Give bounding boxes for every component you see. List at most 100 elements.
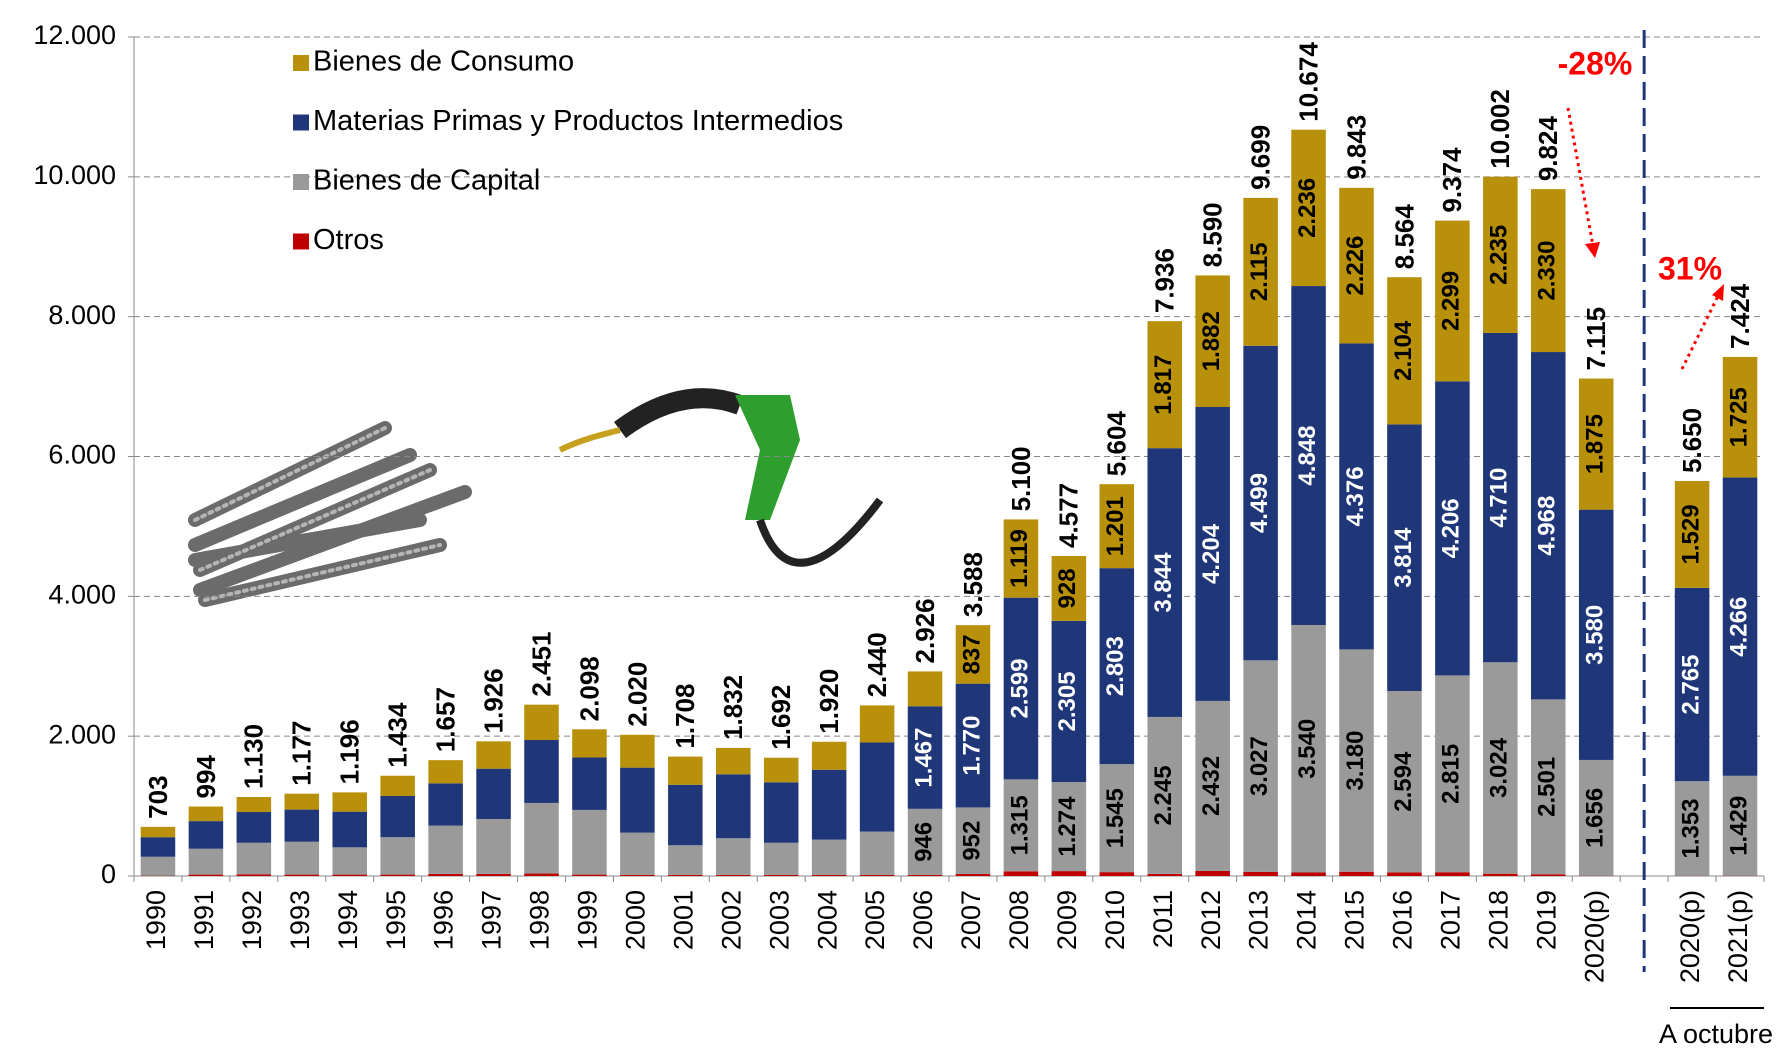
x-tick-label: 2017 (1436, 890, 1466, 950)
x-tick-label: 2001 (668, 890, 698, 950)
bar-segment (1291, 873, 1326, 876)
total-label: 1.130 (239, 724, 269, 789)
bar-segment (572, 729, 607, 757)
segment-label: 2.226 (1342, 236, 1369, 296)
bar-segment (1243, 872, 1278, 876)
bar-segment (764, 875, 799, 876)
rebar-image (195, 428, 465, 600)
bar-segment (620, 875, 655, 876)
x-tick-label: 2005 (860, 890, 890, 950)
bar-segment (428, 783, 463, 825)
segment-label: 4.204 (1198, 523, 1225, 584)
segment-label: 1.201 (1102, 496, 1129, 556)
bar-segment (812, 875, 847, 876)
bar-segment (524, 705, 559, 740)
bar-segment (189, 875, 224, 876)
segment-label: 4.499 (1246, 473, 1273, 533)
y-tick-label: 12.000 (33, 20, 116, 50)
bar-segment (189, 849, 224, 875)
total-label: 8.564 (1389, 204, 1419, 270)
bar-segment (237, 812, 272, 843)
y-tick-label: 0 (101, 859, 116, 889)
x-tick-label: 2009 (1052, 890, 1082, 950)
x-tick-label: 2019 (1531, 890, 1561, 950)
total-label: 7.936 (1150, 248, 1180, 313)
bar-segment (572, 757, 607, 809)
bar-segment (668, 875, 703, 876)
segment-label: 1.875 (1582, 414, 1609, 474)
arrowhead (1585, 242, 1600, 258)
x-tick-label: 1992 (237, 890, 267, 950)
segment-label: 952 (958, 821, 985, 861)
total-label: 2.440 (862, 632, 892, 697)
bar-segment (764, 843, 799, 875)
total-label: 7.115 (1581, 307, 1611, 371)
bar-segment (668, 845, 703, 875)
x-tick-label: 2007 (956, 890, 986, 950)
x-tick-label: 2014 (1292, 890, 1322, 950)
x-tick-label: 1996 (429, 890, 459, 950)
legend-label: Bienes de Capital (313, 165, 540, 197)
bar-segment (332, 812, 367, 848)
total-label: 1.434 (383, 702, 413, 768)
bar-segment (237, 874, 272, 876)
bar-segment (860, 742, 895, 831)
bar-segment (668, 757, 703, 785)
bar-segment (1100, 872, 1135, 876)
legend-swatch (293, 234, 309, 250)
bar-segment (141, 827, 176, 837)
bar-segment (1387, 872, 1422, 876)
segment-label: 3.580 (1582, 605, 1609, 665)
bar-segment (1531, 874, 1566, 876)
y-tick-label: 4.000 (48, 579, 116, 609)
segment-label: 2.432 (1198, 756, 1225, 816)
bar-segment (1339, 872, 1374, 876)
bar-segment (380, 875, 415, 876)
bar-segment (668, 785, 703, 845)
bar-segment (476, 741, 511, 768)
total-label: 9.374 (1437, 147, 1467, 213)
total-label: 1.196 (335, 719, 365, 784)
segment-label: 1.817 (1150, 355, 1177, 415)
segment-label: 928 (1054, 568, 1081, 608)
bar-segment (1147, 874, 1182, 876)
bar-segment (380, 776, 415, 796)
total-label: 8.590 (1198, 202, 1228, 267)
bar-segment (620, 833, 655, 875)
bar-segment (332, 875, 367, 876)
bar-segment (380, 796, 415, 837)
x-tick-label: 2010 (1100, 890, 1130, 950)
bar-segment (1483, 874, 1518, 876)
segment-label: 2.245 (1150, 765, 1177, 825)
bar-segment (860, 832, 895, 875)
segment-label: 1.467 (910, 727, 937, 787)
segment-label: 2.594 (1390, 751, 1417, 812)
x-tick-label: 2006 (908, 890, 938, 950)
x-tick-label: 2018 (1483, 890, 1513, 950)
segment-label: 1.429 (1725, 796, 1752, 856)
total-label: 2.020 (622, 662, 652, 727)
total-label: 2.098 (574, 656, 604, 721)
bar-segment (524, 874, 559, 876)
total-label: 7.424 (1725, 283, 1755, 349)
segment-label: 2.299 (1438, 271, 1465, 331)
legend-swatch (293, 55, 309, 71)
bar-segment (141, 837, 176, 857)
bar-segment (620, 735, 655, 768)
segment-label: 837 (958, 634, 985, 674)
segment-label: 2.599 (1006, 658, 1033, 718)
segment-label: 946 (910, 822, 937, 862)
bar-segment (524, 803, 559, 874)
bar-segment (812, 742, 847, 770)
x-tick-label: 1999 (573, 890, 603, 950)
segment-label: 1.656 (1582, 788, 1609, 848)
total-label: 1.657 (430, 687, 460, 752)
x-tick-label: 2004 (812, 890, 842, 950)
total-label: 1.692 (766, 685, 796, 750)
total-label: 3.588 (958, 552, 988, 617)
segment-label: 2.235 (1486, 225, 1513, 285)
bar-segment (860, 705, 895, 742)
segment-label: 2.104 (1390, 320, 1417, 381)
total-label: 5.650 (1677, 408, 1707, 473)
bar-segment (285, 794, 320, 810)
